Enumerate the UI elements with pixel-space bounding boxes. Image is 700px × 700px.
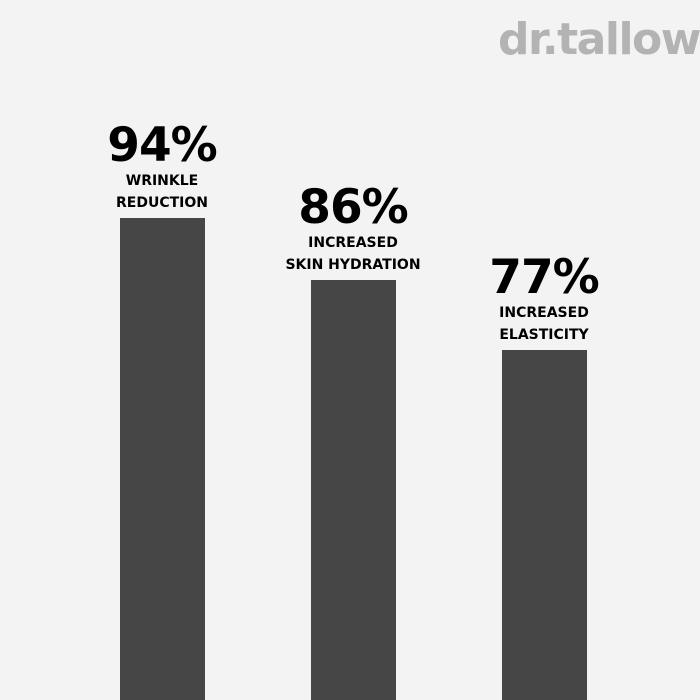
category-label-1: WRINKLE [125,173,199,189]
brand-logo: dr.tallow [498,14,700,65]
bar-3 [502,350,587,700]
bar-2 [311,280,396,700]
category-label-2: SKIN HYDRATION [285,257,421,273]
bar-1 [120,218,205,700]
category-label-3: INCREASED [499,305,589,321]
category-label-1: REDUCTION [116,195,208,211]
category-label-2: INCREASED [308,235,398,251]
value-label-1: 94% [107,118,218,173]
category-label-3: ELASTICITY [499,327,589,343]
value-label-3: 77% [489,250,600,305]
value-label-2: 86% [298,180,409,235]
